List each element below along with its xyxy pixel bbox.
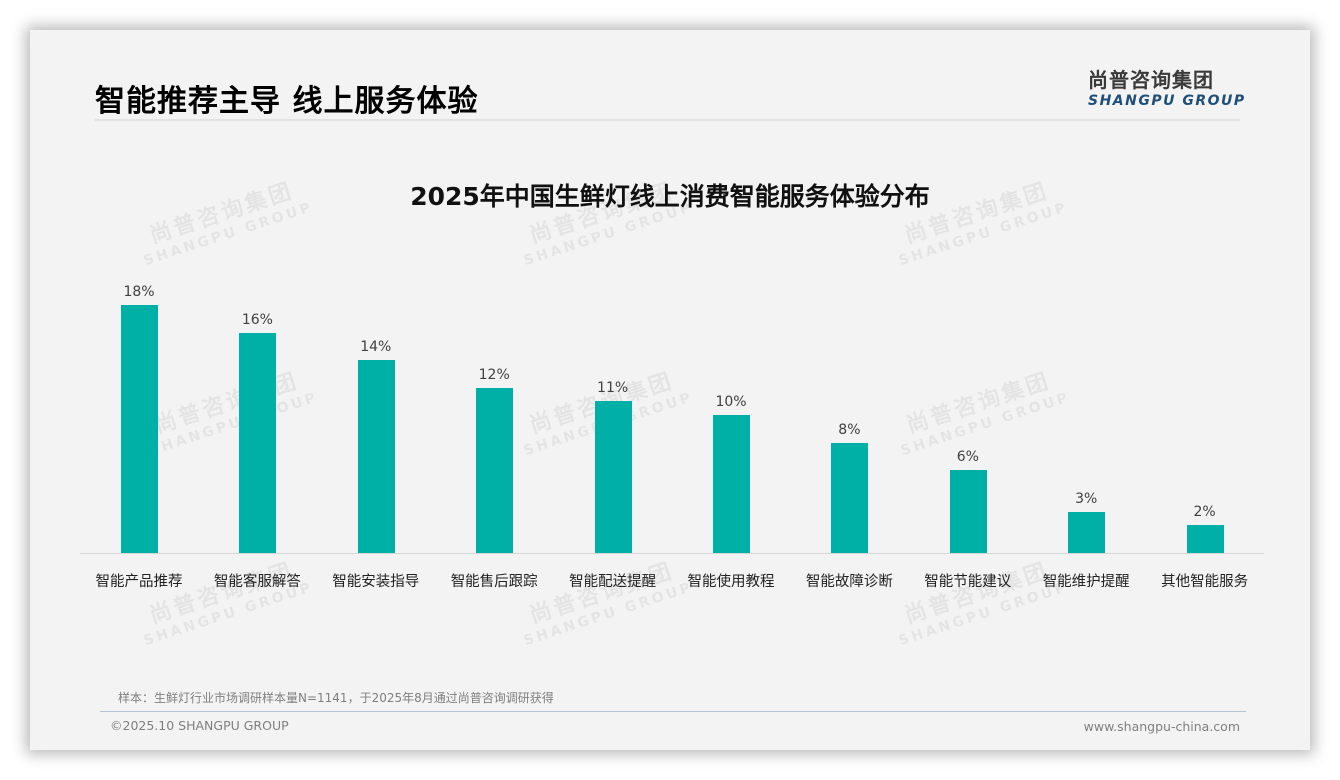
x-axis-line xyxy=(80,553,1264,554)
bar-group: 6% xyxy=(909,270,1027,554)
bar-value-label: 11% xyxy=(597,380,629,397)
bar-group: 16% xyxy=(198,270,316,554)
x-axis-category-label: 智能节能建议 xyxy=(924,574,1012,590)
x-axis-category-label: 智能维护提醒 xyxy=(1042,574,1130,590)
bar-value-label: 14% xyxy=(360,339,392,356)
page-title: 智能推荐主导 线上服务体验 xyxy=(95,84,479,119)
bar[interactable] xyxy=(1068,511,1106,553)
x-axis-category-label: 其他智能服务 xyxy=(1161,574,1249,590)
bar[interactable] xyxy=(594,401,632,553)
bar-group: 14% xyxy=(317,270,435,554)
bar-group: 11% xyxy=(554,270,672,554)
chart-title: 2025年中国生鲜灯线上消费智能服务体验分布 xyxy=(410,182,930,211)
x-axis-category-label: 智能产品推荐 xyxy=(95,574,183,590)
bar-value-label: 12% xyxy=(478,366,510,383)
x-axis-category-label: 智能安装指导 xyxy=(332,574,420,590)
bar-group: 8% xyxy=(790,270,908,554)
bar-value-label: 3% xyxy=(1075,490,1098,507)
bar[interactable] xyxy=(1186,525,1224,553)
bar[interactable] xyxy=(239,332,277,553)
bar-value-label: 16% xyxy=(241,311,273,328)
x-axis-category-label: 智能故障诊断 xyxy=(805,574,893,590)
bar-group: 10% xyxy=(672,270,790,554)
x-axis-category-label: 智能配送提醒 xyxy=(569,574,657,590)
sample-note: 样本：生鲜灯行业市场调研样本量N=1141，于2025年8月通过尚普咨询调研获得 xyxy=(118,691,554,705)
bar[interactable] xyxy=(476,387,514,553)
logo-english-name: SHANGPU GROUP xyxy=(1088,93,1246,109)
bar[interactable] xyxy=(949,470,987,553)
bar[interactable] xyxy=(713,415,750,553)
bar-value-label: 2% xyxy=(1193,504,1216,521)
copyright-text: ©2025.10 SHANGPU GROUP xyxy=(110,718,289,733)
x-axis-category-label: 智能使用教程 xyxy=(687,574,775,590)
bar-value-label: 6% xyxy=(956,449,979,466)
footer-divider xyxy=(100,711,1246,712)
bar-chart-plot: 18% 16% 14% 12% 11% 10% 8% 6% 3% 2% xyxy=(80,270,1264,554)
title-divider xyxy=(95,119,1240,121)
bar-value-label: 10% xyxy=(715,394,747,411)
bar[interactable] xyxy=(831,442,869,553)
bar-value-label: 18% xyxy=(123,284,155,300)
slide: 智能推荐主导 线上服务体验 尚普咨询集团 SHANGPU GROUP 尚普咨询集… xyxy=(30,30,1310,750)
bar-group: 18% xyxy=(80,270,198,554)
bar-value-label: 8% xyxy=(838,421,861,438)
bar[interactable] xyxy=(121,305,158,553)
x-axis-category-label: 智能客服解答 xyxy=(213,574,301,590)
logo-chinese-name: 尚普咨询集团 xyxy=(1088,68,1214,92)
bar-group: 2% xyxy=(1146,270,1264,554)
website-link[interactable]: www.shangpu-china.com xyxy=(1083,719,1240,734)
company-logo: 尚普咨询集团 SHANGPU GROUP xyxy=(1088,64,1248,109)
x-axis-category-label: 智能售后跟踪 xyxy=(450,574,538,590)
bar-group: 3% xyxy=(1027,270,1145,554)
bar[interactable] xyxy=(357,360,395,553)
bar-group: 12% xyxy=(435,270,553,554)
